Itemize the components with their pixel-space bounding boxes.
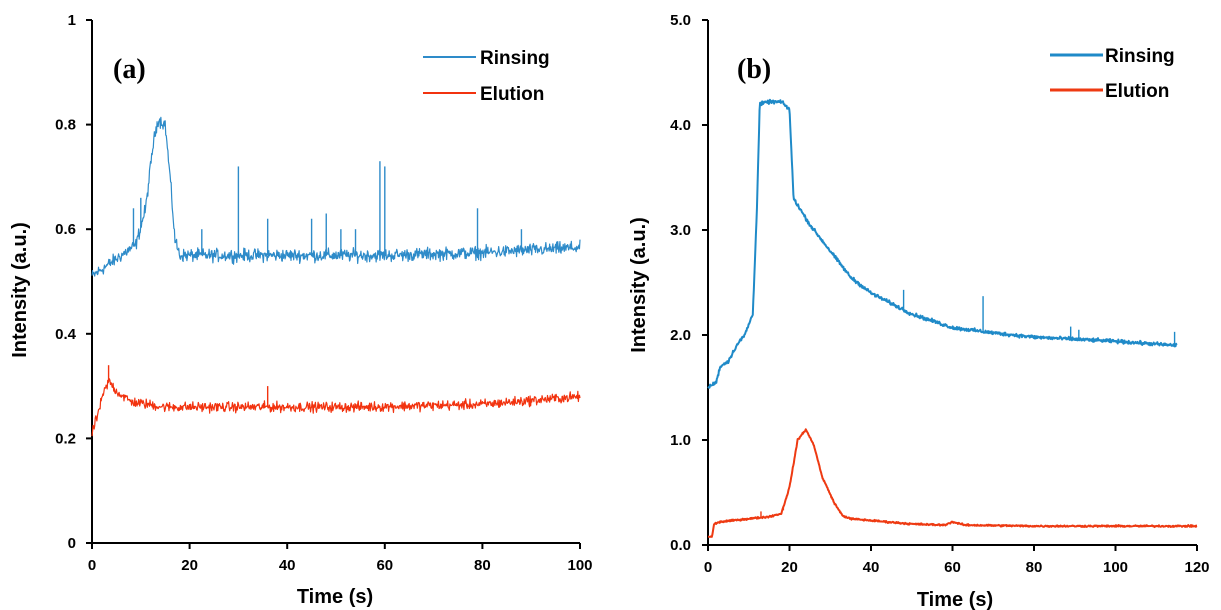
y-tick-label-b: 2.0 — [670, 327, 691, 344]
x-tick-label-a: 20 — [181, 557, 198, 574]
legend-label-rinsing-b: Rinsing — [1105, 46, 1175, 67]
legend-label-rinsing-a: Rinsing — [480, 48, 550, 69]
series-line-elution-a — [91, 378, 581, 437]
x-tick-label-a: 80 — [474, 557, 491, 574]
chart-panel-a: (a) Time (s) Intensity (a.u.) Rinsing El… — [9, 12, 593, 608]
x-tick-label-a: 0 — [88, 557, 96, 574]
y-axis-title-b: Intensity (a.u.) — [628, 217, 650, 353]
panel-label-a: (a) — [113, 54, 146, 85]
y-tick-label-a: 0 — [68, 535, 76, 552]
x-tick-label-b: 60 — [944, 559, 961, 576]
x-tick-label-b: 40 — [863, 559, 880, 576]
x-axis-title-b: Time (s) — [917, 589, 993, 610]
y-tick-label-a: 0.8 — [55, 117, 76, 134]
y-axis-title-a: Intensity (a.u.) — [9, 222, 31, 358]
y-tick-label-b: 5.0 — [670, 12, 691, 29]
series-line-rinsing-a — [91, 116, 581, 277]
x-tick-label-a: 100 — [567, 557, 592, 574]
x-tick-label-b: 0 — [704, 559, 712, 576]
x-tick-label-a: 60 — [376, 557, 393, 574]
y-tick-label-b: 3.0 — [670, 222, 691, 239]
x-axis-title-a: Time (s) — [297, 586, 373, 608]
series-line-rinsing-b — [707, 98, 1178, 389]
y-tick-label-a: 1 — [68, 12, 76, 29]
y-tick-label-b: 4.0 — [670, 117, 691, 134]
panel-label-b: (b) — [737, 54, 771, 85]
legend-b: Rinsing Elution — [1050, 46, 1175, 102]
legend-label-elution-a: Elution — [480, 84, 544, 105]
x-tick-label-b: 120 — [1184, 559, 1209, 576]
y-tick-label-a: 0.6 — [55, 221, 76, 238]
y-tick-label-a: 0.2 — [55, 430, 76, 447]
y-tick-label-b: 0.0 — [670, 537, 691, 554]
legend-a: Rinsing Elution — [423, 48, 550, 105]
legend-label-elution-b: Elution — [1105, 81, 1169, 102]
x-tick-label-a: 40 — [279, 557, 296, 574]
series-line-elution-b — [707, 428, 1198, 538]
x-tick-label-b: 100 — [1103, 559, 1128, 576]
y-tick-label-b: 1.0 — [670, 432, 691, 449]
x-tick-label-b: 20 — [781, 559, 798, 576]
x-tick-label-b: 80 — [1026, 559, 1043, 576]
chart-panel-b: (b) Time (s) Intensity (a.u.) Rinsing El… — [628, 12, 1210, 610]
y-tick-label-a: 0.4 — [55, 326, 77, 343]
